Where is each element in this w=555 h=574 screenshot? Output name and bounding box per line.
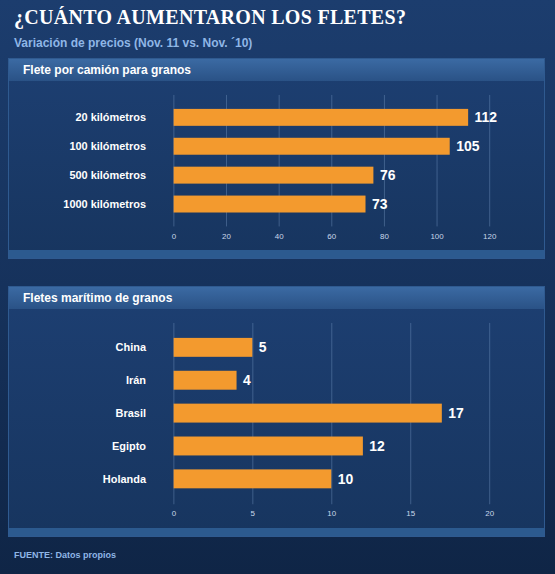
svg-text:Brasil: Brasil xyxy=(116,407,146,419)
svg-text:20: 20 xyxy=(222,232,231,241)
svg-text:17: 17 xyxy=(448,405,464,421)
svg-text:20 kilómetros: 20 kilómetros xyxy=(75,111,146,123)
svg-text:76: 76 xyxy=(380,167,396,183)
svg-text:0: 0 xyxy=(172,509,177,518)
svg-text:120: 120 xyxy=(483,232,497,241)
svg-text:20: 20 xyxy=(485,509,494,518)
svg-text:15: 15 xyxy=(406,509,415,518)
html-text:Fletes marítimo de granos: Fletes marítimo de granos xyxy=(23,291,173,305)
svg-text:Egipto: Egipto xyxy=(112,440,146,452)
html-text:FUENTE: Datos propios: FUENTE: Datos propios xyxy=(14,550,116,560)
svg-text:105: 105 xyxy=(456,138,480,154)
svg-text:5: 5 xyxy=(251,509,256,518)
html-text:¿CUÁNTO AUMENTARON LOS FLETES?: ¿CUÁNTO AUMENTARON LOS FLETES? xyxy=(14,6,407,28)
svg-text:80: 80 xyxy=(380,232,389,241)
svg-text:100: 100 xyxy=(430,232,444,241)
svg-text:Holanda: Holanda xyxy=(103,473,147,485)
svg-text:73: 73 xyxy=(372,196,388,212)
svg-text:40: 40 xyxy=(275,232,284,241)
svg-text:100 kilómetros: 100 kilómetros xyxy=(69,140,146,152)
svg-text:4: 4 xyxy=(243,372,251,388)
svg-text:500 kilómetros: 500 kilómetros xyxy=(69,169,146,181)
html-text:Flete por camión para granos: Flete por camión para granos xyxy=(23,63,191,77)
svg-text:1000 kilómetros: 1000 kilómetros xyxy=(63,198,146,210)
svg-text:0: 0 xyxy=(172,232,177,241)
svg-text:Irán: Irán xyxy=(126,374,146,386)
svg-text:12: 12 xyxy=(369,438,385,454)
svg-text:112: 112 xyxy=(475,109,498,125)
svg-text:10: 10 xyxy=(338,471,354,487)
svg-text:60: 60 xyxy=(327,232,336,241)
svg-text:10: 10 xyxy=(327,509,336,518)
svg-text:China: China xyxy=(116,341,147,353)
html-text:Variación de precios (Nov. 11: Variación de precios (Nov. 11 vs. Nov. ´… xyxy=(14,36,253,50)
svg-text:5: 5 xyxy=(259,339,267,355)
